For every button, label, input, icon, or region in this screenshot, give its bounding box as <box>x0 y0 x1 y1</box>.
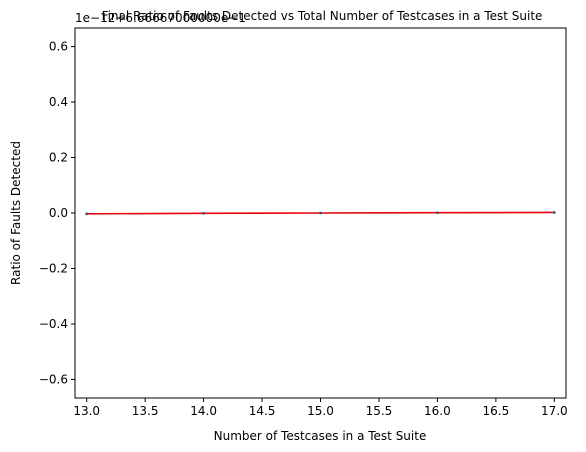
data-point <box>436 211 439 215</box>
y-tick-label: 0.6 <box>49 40 68 54</box>
x-tick-label: 14.5 <box>249 404 276 418</box>
x-tick-label: 17.0 <box>541 404 568 418</box>
x-tick-label: 16.5 <box>482 404 509 418</box>
x-tick-label: 14.0 <box>190 404 217 418</box>
data-point <box>553 211 556 214</box>
y-tick-label: 0.2 <box>49 151 68 165</box>
x-tick-label: 16.0 <box>424 404 451 418</box>
data-point <box>319 211 322 215</box>
x-tick-label: 15.5 <box>366 404 393 418</box>
y-tick-label: −0.4 <box>39 317 68 331</box>
x-tick-label: 15.0 <box>307 404 334 418</box>
x-tick-label: 13.5 <box>132 404 159 418</box>
y-axis-label: Ratio of Faults Detected <box>9 141 23 285</box>
x-tick-label: 13.0 <box>73 404 100 418</box>
y-tick-label: −0.6 <box>39 372 68 386</box>
chart-title: Final Ratio of Faults Detected vs Total … <box>102 9 543 23</box>
y-axis-ticks: −0.6 −0.4 −0.2 0.0 0.2 0.4 0.6 <box>39 40 75 386</box>
data-point <box>85 212 88 216</box>
y-tick-label: −0.2 <box>39 261 68 275</box>
x-axis-label: Number of Testcases in a Test Suite <box>214 429 427 443</box>
data-point <box>202 211 205 215</box>
series-layer <box>85 211 556 216</box>
y-tick-label: 0.4 <box>49 95 68 109</box>
y-tick-label: 0.0 <box>49 206 68 220</box>
x-axis-ticks: 13.0 13.5 14.0 14.5 15.0 15.5 16.0 16.5 17.0 <box>73 398 568 418</box>
axis-offset-label: 1e−12+6.66667000000e−1 <box>75 11 246 25</box>
